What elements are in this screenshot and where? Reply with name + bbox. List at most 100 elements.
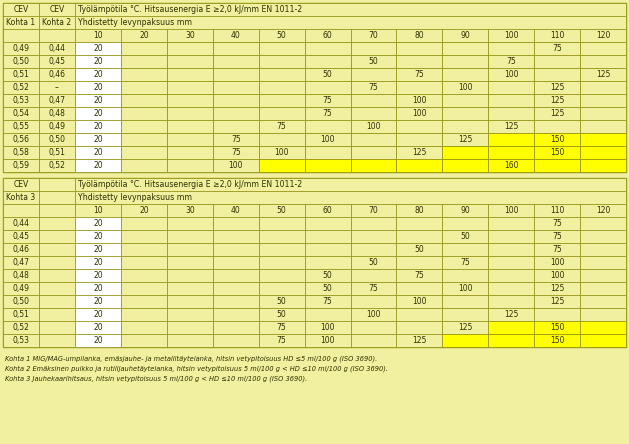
Bar	[75, 159, 121, 172]
Bar	[259, 217, 304, 230]
Bar	[350, 68, 396, 81]
Bar	[350, 159, 396, 172]
Bar	[3, 269, 39, 282]
Bar	[488, 204, 534, 217]
Bar	[580, 94, 626, 107]
Bar	[39, 256, 75, 269]
Bar	[259, 94, 304, 107]
Bar	[213, 256, 259, 269]
Bar	[213, 204, 259, 217]
Bar	[39, 133, 75, 146]
Bar	[75, 204, 121, 217]
Bar	[75, 308, 121, 321]
Bar	[167, 94, 213, 107]
Bar	[167, 55, 213, 68]
Text: 125: 125	[458, 135, 472, 144]
Bar	[167, 217, 213, 230]
Bar	[350, 243, 396, 256]
Bar	[259, 308, 304, 321]
Bar	[580, 243, 626, 256]
Text: 110: 110	[550, 206, 564, 215]
Bar	[304, 120, 350, 133]
Text: 150: 150	[550, 135, 564, 144]
Bar	[350, 81, 396, 94]
Text: 80: 80	[415, 206, 424, 215]
Bar	[121, 204, 167, 217]
Bar	[442, 159, 488, 172]
Text: 20: 20	[93, 310, 103, 319]
Text: 20: 20	[93, 122, 103, 131]
Bar	[580, 334, 626, 347]
Bar	[488, 256, 534, 269]
Bar	[3, 334, 39, 347]
Bar	[304, 55, 350, 68]
Bar	[396, 230, 442, 243]
Bar	[121, 107, 167, 120]
Text: 0,47: 0,47	[13, 258, 30, 267]
Text: 125: 125	[504, 310, 518, 319]
Bar	[167, 230, 213, 243]
Text: 20: 20	[93, 148, 103, 157]
Bar	[121, 269, 167, 282]
Bar	[121, 68, 167, 81]
Text: 100: 100	[320, 323, 335, 332]
Bar	[167, 269, 213, 282]
Bar	[534, 94, 580, 107]
Bar	[488, 120, 534, 133]
Bar	[213, 55, 259, 68]
Text: 75: 75	[415, 271, 424, 280]
Bar	[3, 282, 39, 295]
Bar	[75, 94, 121, 107]
Bar	[396, 81, 442, 94]
Bar	[75, 94, 121, 107]
Bar	[39, 295, 75, 308]
Bar	[3, 81, 39, 94]
Bar	[442, 42, 488, 55]
Text: 50: 50	[277, 31, 286, 40]
Bar	[442, 159, 488, 172]
Bar	[396, 133, 442, 146]
Bar	[167, 321, 213, 334]
Bar	[488, 68, 534, 81]
Bar	[488, 107, 534, 120]
Text: 40: 40	[231, 31, 240, 40]
Bar	[121, 334, 167, 347]
Text: 20: 20	[93, 284, 103, 293]
Text: 125: 125	[412, 336, 426, 345]
Text: 75: 75	[277, 122, 286, 131]
Bar	[488, 55, 534, 68]
Text: 100: 100	[458, 83, 472, 92]
Bar	[167, 120, 213, 133]
Bar	[304, 282, 350, 295]
Bar	[534, 29, 580, 42]
Text: 100: 100	[366, 310, 381, 319]
Text: 50: 50	[369, 57, 378, 66]
Bar	[213, 81, 259, 94]
Text: 75: 75	[506, 57, 516, 66]
Bar	[167, 107, 213, 120]
Bar	[259, 256, 304, 269]
Bar	[488, 81, 534, 94]
Text: 60: 60	[323, 31, 332, 40]
Bar	[213, 55, 259, 68]
Bar	[75, 159, 121, 172]
Bar	[488, 133, 534, 146]
Bar	[488, 42, 534, 55]
Bar	[259, 269, 304, 282]
Bar	[304, 295, 350, 308]
Text: 50: 50	[460, 232, 470, 241]
Bar	[534, 120, 580, 133]
Bar	[304, 42, 350, 55]
Text: 100: 100	[458, 284, 472, 293]
Text: 125: 125	[412, 148, 426, 157]
Bar	[396, 81, 442, 94]
Bar	[534, 94, 580, 107]
Bar	[213, 133, 259, 146]
Bar	[167, 295, 213, 308]
Text: 0,44: 0,44	[48, 44, 65, 53]
Bar	[121, 55, 167, 68]
Bar	[167, 146, 213, 159]
Text: 75: 75	[369, 284, 378, 293]
Text: 0,53: 0,53	[13, 336, 30, 345]
Bar	[39, 146, 75, 159]
